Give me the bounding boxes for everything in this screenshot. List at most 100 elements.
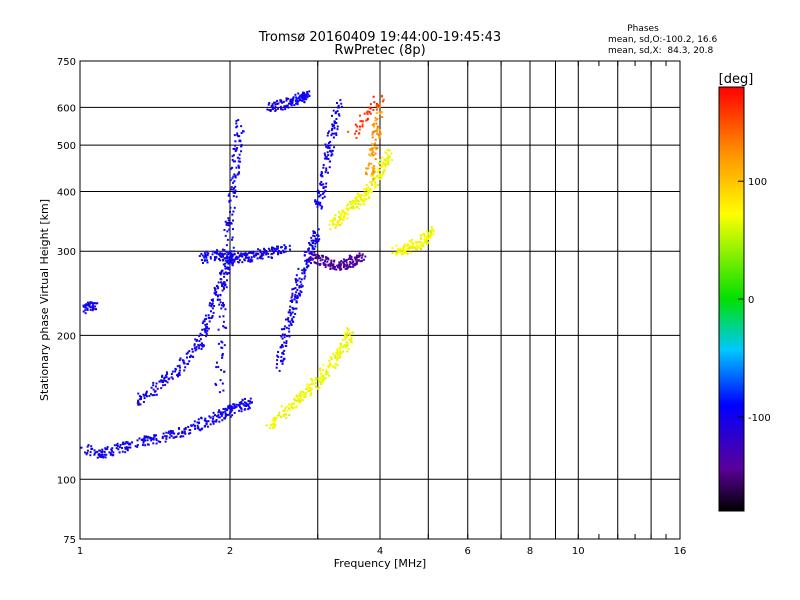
data-point (82, 304, 85, 307)
data-point (432, 233, 435, 236)
data-point (339, 262, 342, 265)
data-point (342, 216, 345, 219)
data-point (236, 156, 239, 159)
data-point (319, 257, 322, 260)
data-point (251, 259, 254, 262)
data-point (314, 232, 317, 235)
data-point (316, 191, 319, 194)
data-point (126, 442, 129, 445)
data-point (410, 246, 413, 249)
data-point (380, 164, 383, 167)
data-point (223, 228, 226, 231)
data-point (211, 299, 214, 302)
data-point (221, 284, 224, 287)
data-point (234, 258, 237, 261)
data-point (188, 350, 191, 353)
data-point (306, 90, 309, 93)
data-point (160, 375, 163, 378)
data-point (271, 249, 274, 252)
data-point (145, 435, 148, 438)
data-point (137, 403, 140, 406)
data-point (391, 247, 394, 250)
data-point (229, 254, 232, 257)
data-point (350, 205, 353, 208)
data-point (246, 403, 249, 406)
data-point (102, 456, 105, 459)
data-point (345, 267, 348, 270)
data-point (383, 158, 386, 161)
data-point (354, 202, 357, 205)
data-point (371, 171, 374, 174)
data-point (200, 344, 203, 347)
data-point (286, 405, 289, 408)
data-point (372, 154, 375, 157)
data-point (409, 245, 412, 248)
data-point (368, 106, 371, 109)
data-point (259, 251, 262, 254)
data-point (115, 444, 118, 447)
data-point (138, 395, 141, 398)
data-point (112, 451, 115, 454)
data-point (319, 369, 322, 372)
data-point (245, 404, 248, 407)
x-tick-label: 16 (674, 546, 687, 557)
data-point (200, 347, 203, 350)
data-point (205, 422, 208, 425)
data-point (224, 259, 227, 262)
data-point (279, 107, 282, 110)
data-point (207, 420, 210, 423)
data-point (339, 268, 342, 271)
data-point (320, 373, 323, 376)
data-point (92, 306, 95, 309)
data-point (304, 95, 307, 98)
data-point (240, 402, 243, 405)
data-point (166, 373, 169, 376)
data-point (405, 248, 408, 251)
data-point (388, 149, 391, 152)
data-point (311, 239, 314, 242)
data-point (100, 455, 103, 458)
data-point (205, 323, 208, 326)
data-point (346, 263, 349, 266)
data-point (373, 146, 376, 149)
data-point (80, 446, 83, 449)
data-point (187, 425, 190, 428)
data-point (357, 255, 360, 258)
data-point (291, 407, 294, 410)
data-point (289, 248, 292, 251)
data-point (156, 387, 159, 390)
data-point (333, 365, 336, 368)
data-point (144, 444, 147, 447)
data-point (248, 407, 251, 410)
data-point (356, 125, 359, 128)
data-point (376, 147, 379, 150)
data-point (262, 247, 265, 250)
data-point (291, 292, 294, 295)
data-point (345, 261, 348, 264)
data-point (160, 379, 163, 382)
data-point (215, 361, 218, 364)
data-point (124, 442, 127, 445)
data-point (291, 306, 294, 309)
data-point (327, 157, 330, 160)
data-point (249, 259, 252, 262)
data-point (118, 451, 121, 454)
data-point (233, 253, 236, 256)
data-point (232, 261, 235, 264)
x-tick-label: 10 (572, 546, 585, 557)
data-point (191, 350, 194, 353)
data-point (306, 92, 309, 95)
data-point (366, 110, 369, 113)
data-point (303, 277, 306, 280)
data-point (321, 380, 324, 383)
data-point (318, 191, 321, 194)
data-point (232, 181, 235, 184)
data-point (420, 241, 423, 244)
data-point (89, 454, 92, 457)
data-point (153, 394, 156, 397)
data-point (232, 210, 235, 213)
data-point (361, 198, 364, 201)
data-point (302, 394, 305, 397)
data-point (320, 207, 323, 210)
data-point (322, 374, 325, 377)
